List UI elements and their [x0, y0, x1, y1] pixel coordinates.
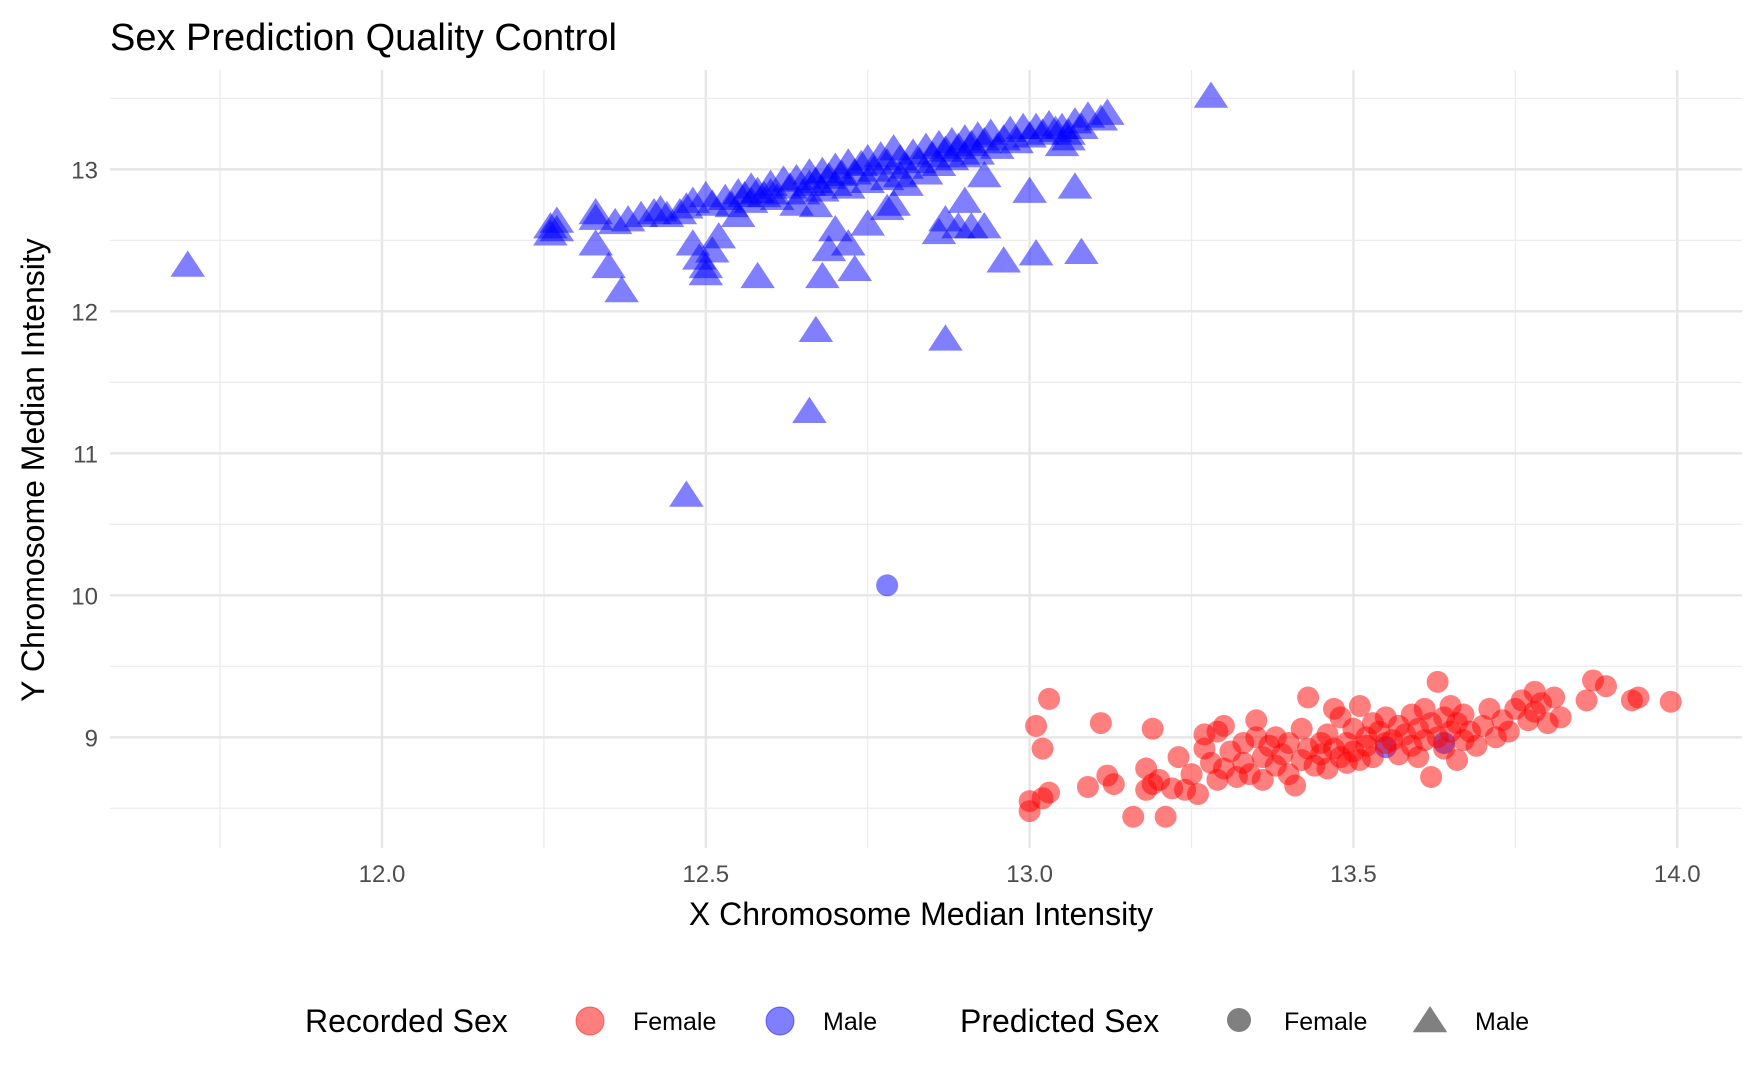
y-axis-ticks: 9 10 11 12 13 [71, 157, 98, 752]
data-point-triangle [805, 261, 840, 289]
x-tick-label: 12.0 [359, 861, 406, 888]
data-points [170, 81, 1682, 828]
data-point-circle [1452, 703, 1475, 726]
data-point-triangle [669, 480, 704, 507]
legend-label-recorded-female: Female [633, 1008, 716, 1036]
data-point-triangle [578, 229, 613, 256]
data-point-circle [1154, 805, 1177, 828]
data-point-triangle [798, 190, 834, 218]
legend-label-recorded-male: Male [823, 1008, 877, 1036]
data-point-triangle [831, 229, 866, 256]
y-tick-label: 10 [71, 583, 98, 610]
data-point-circle [1595, 675, 1617, 698]
data-point-triangle [876, 189, 911, 216]
y-axis-title: Y Chromosome Median Intensity [15, 238, 51, 702]
data-point-triangle [967, 161, 1002, 188]
x-tick-label: 14.0 [1654, 861, 1701, 888]
data-point-triangle [798, 315, 834, 343]
data-point-circle [1180, 763, 1203, 786]
data-point-circle [1089, 712, 1112, 735]
data-point-circle [1102, 773, 1125, 796]
data-point-triangle [986, 246, 1021, 273]
data-point-triangle [1193, 81, 1229, 108]
data-point-circle [1575, 689, 1598, 712]
data-point-triangle [688, 251, 724, 279]
legend-title-recorded: Recorded Sex [305, 1003, 508, 1039]
data-point-triangle [1012, 176, 1047, 203]
data-point-circle [1627, 686, 1650, 709]
data-point-circle [1348, 695, 1371, 718]
data-point-circle [876, 574, 899, 597]
x-tick-label: 13.5 [1330, 861, 1377, 888]
data-point-circle [1290, 717, 1313, 740]
y-tick-label: 13 [71, 157, 98, 184]
data-point-triangle [539, 206, 575, 233]
data-point-triangle [928, 324, 963, 351]
data-point-circle [1284, 774, 1307, 797]
data-point-triangle [720, 200, 756, 228]
data-point-circle [1212, 714, 1235, 737]
y-tick-label: 12 [71, 299, 98, 326]
data-point-circle [1407, 746, 1430, 769]
data-point-triangle [695, 236, 730, 263]
y-tick-label: 11 [73, 441, 98, 468]
chart-title: Sex Prediction Quality Control [110, 17, 617, 59]
data-point-triangle [850, 209, 885, 236]
data-point-circle [1141, 717, 1164, 740]
x-axis-ticks: 12.0 12.5 13.0 13.5 14.0 [359, 861, 1701, 888]
data-point-circle [1297, 686, 1320, 709]
data-point-triangle [967, 212, 1002, 239]
data-point-circle [1446, 748, 1469, 771]
data-point-triangle [604, 276, 639, 303]
data-point-circle [1361, 746, 1384, 769]
data-point-triangle [740, 261, 775, 289]
legend-key-recorded-male [765, 1006, 795, 1036]
data-point-triangle [889, 169, 924, 196]
x-tick-label: 13.0 [1006, 861, 1053, 888]
data-point-triangle [578, 197, 613, 225]
data-point-circle [1251, 768, 1274, 791]
data-point-circle [1038, 687, 1061, 710]
data-point-circle [1277, 731, 1300, 754]
data-point-circle [1543, 686, 1566, 709]
x-axis-title: X Chromosome Median Intensity [689, 896, 1153, 932]
data-point-triangle [1018, 239, 1054, 266]
legend: Recorded Sex Female Male Predicted Sex Femal… [305, 1003, 1529, 1039]
data-point-circle [1465, 734, 1488, 757]
x-tick-label: 12.5 [682, 861, 729, 888]
data-point-triangle [837, 254, 873, 282]
data-point-triangle [1057, 172, 1093, 199]
data-point-circle [1187, 783, 1209, 806]
data-point-triangle [818, 215, 853, 242]
data-point-triangle [947, 186, 983, 213]
legend-key-predicted-male [1412, 1006, 1448, 1033]
data-point-circle [1426, 670, 1449, 693]
data-point-circle [1549, 706, 1572, 729]
legend-label-predicted-female: Female [1284, 1008, 1367, 1036]
data-point-circle [1420, 766, 1443, 789]
data-point-triangle [1090, 98, 1125, 125]
data-point-triangle [701, 222, 737, 249]
data-point-circle [1497, 720, 1520, 743]
data-point-circle [1038, 781, 1061, 804]
legend-title-predicted: Predicted Sex [960, 1003, 1159, 1039]
data-point-circle [1025, 714, 1048, 737]
y-tick-label: 9 [85, 725, 98, 752]
data-point-triangle [1051, 124, 1086, 151]
data-point-triangle [792, 396, 827, 423]
data-point-circle [1031, 737, 1054, 760]
data-point-circle [1076, 775, 1099, 798]
legend-key-predicted-female [1227, 1008, 1251, 1032]
data-point-triangle [1064, 237, 1099, 264]
data-point-circle [1245, 709, 1268, 732]
data-point-circle [1167, 746, 1190, 769]
data-point-triangle [170, 250, 205, 277]
data-point-circle [1659, 690, 1682, 713]
data-point-triangle [591, 251, 626, 279]
legend-label-predicted-male: Male [1475, 1008, 1529, 1036]
legend-key-recorded-female [575, 1006, 605, 1036]
data-point-circle [1122, 805, 1145, 828]
